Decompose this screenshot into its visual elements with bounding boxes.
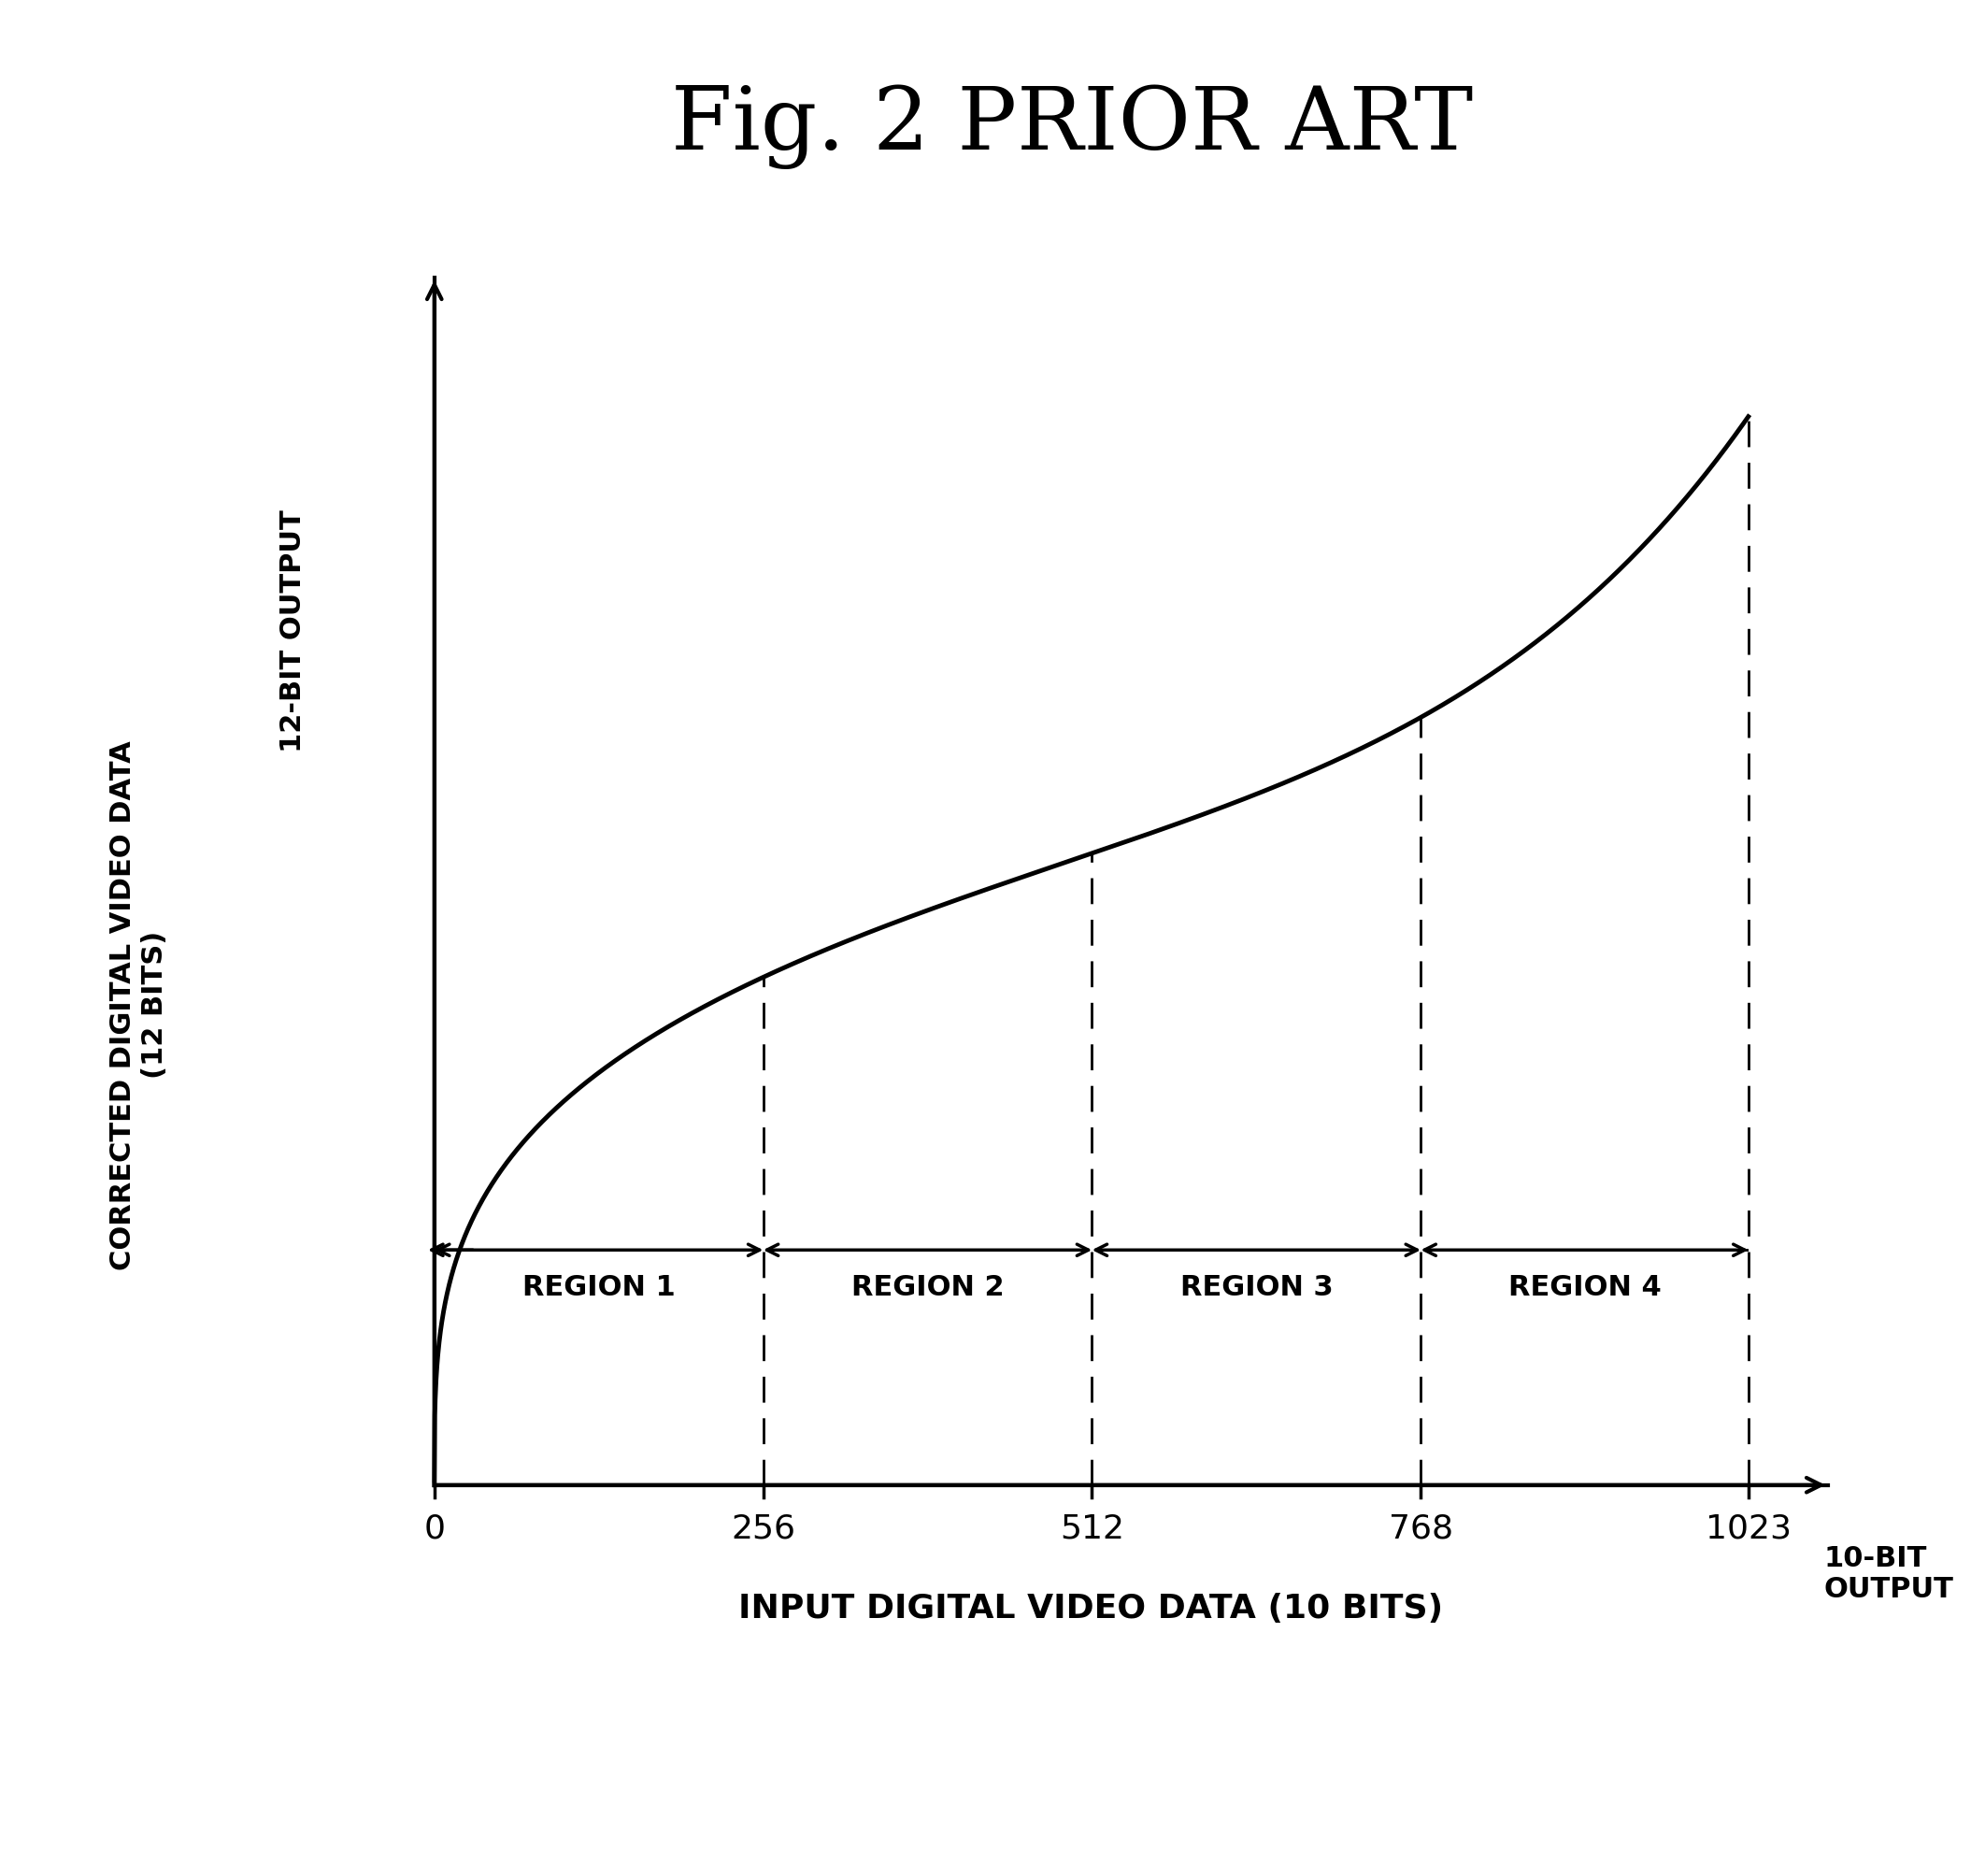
Text: 512: 512 [1060,1512,1124,1544]
Text: 256: 256 [730,1512,796,1544]
Text: REGION 1: REGION 1 [522,1274,675,1300]
Text: INPUT DIGITAL VIDEO DATA (10 BITS): INPUT DIGITAL VIDEO DATA (10 BITS) [738,1593,1443,1625]
Text: CORRECTED DIGITAL VIDEO DATA
(12 BITS): CORRECTED DIGITAL VIDEO DATA (12 BITS) [109,739,169,1270]
Text: 0: 0 [423,1512,445,1544]
Text: 1023: 1023 [1705,1512,1790,1544]
Text: 768: 768 [1388,1512,1453,1544]
Text: 12-BIT OUTPUT: 12-BIT OUTPUT [280,510,306,752]
Text: REGION 2: REGION 2 [852,1274,1004,1300]
Text: Fig. 2 PRIOR ART: Fig. 2 PRIOR ART [671,84,1473,169]
Text: REGION 4: REGION 4 [1509,1274,1661,1300]
Text: 10-BIT
OUTPUT: 10-BIT OUTPUT [1824,1544,1953,1602]
Text: REGION 3: REGION 3 [1179,1274,1332,1300]
